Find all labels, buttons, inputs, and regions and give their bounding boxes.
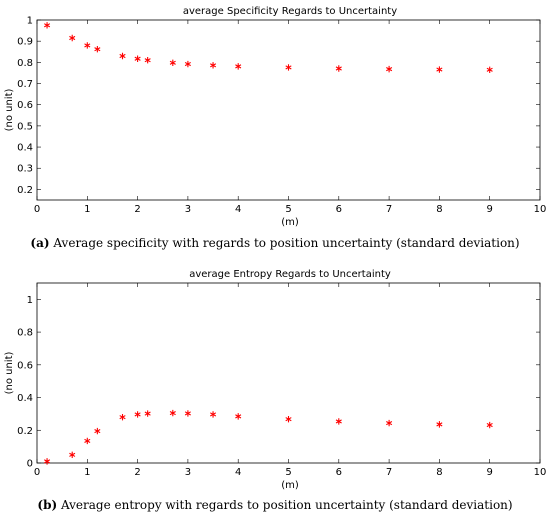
plot-title-b: average Entropy Regards to Uncertainty — [189, 269, 391, 280]
caption-label-b: (b) — [37, 498, 57, 512]
data-point — [134, 55, 141, 62]
x-tick-label: 2 — [134, 204, 140, 215]
x-tick-label: 3 — [185, 467, 191, 478]
y-axis-label-b: (no unit) — [4, 351, 15, 394]
y-tick-label: 0.6 — [17, 360, 33, 371]
y-tick-label: 1 — [27, 295, 33, 306]
y-tick-label: 0.8 — [17, 328, 33, 339]
y-tick-label: 0.6 — [17, 100, 33, 111]
plot-title-a: average Specificity Regards to Uncertain… — [183, 6, 397, 17]
caption-label-a: (a) — [30, 236, 49, 250]
x-tick-label: 4 — [235, 467, 241, 478]
x-tick-label: 6 — [336, 467, 342, 478]
x-tick-label: 1 — [84, 467, 90, 478]
data-point — [169, 59, 176, 66]
data-series-a — [44, 22, 493, 73]
x-tick-label: 2 — [134, 467, 140, 478]
x-tick-label: 9 — [487, 204, 493, 215]
x-tick-label: 7 — [386, 467, 392, 478]
data-point — [84, 437, 91, 445]
data-point — [235, 413, 242, 420]
data-point — [386, 65, 393, 73]
caption-b: (b) Average entropy with regards to posi… — [37, 498, 512, 512]
x-axis-a: 0 1 2 3 4 5 6 7 8 9 10 — [34, 20, 547, 215]
data-point — [69, 451, 76, 459]
y-tick-label: 0.3 — [17, 164, 33, 175]
x-tick-label: 8 — [436, 204, 442, 215]
x-axis-label-a: (m) — [281, 217, 299, 228]
data-point — [486, 66, 493, 73]
data-point — [169, 409, 176, 417]
y-axis-a: 0.2 0.3 0.4 0.5 0.6 0.7 0.8 0.9 1 — [17, 16, 540, 196]
plot-frame-a — [36, 19, 541, 201]
x-tick-label: 10 — [534, 467, 547, 478]
data-point — [119, 52, 126, 60]
x-tick-label: 6 — [336, 204, 342, 215]
data-point — [285, 415, 292, 423]
y-tick-label: 1 — [27, 16, 33, 27]
y-tick-label: 0.7 — [17, 79, 33, 90]
data-point — [144, 410, 151, 417]
y-tick-label: 0.8 — [17, 58, 33, 69]
x-tick-label: 5 — [285, 204, 291, 215]
data-point — [386, 419, 393, 427]
x-tick-label: 0 — [34, 467, 40, 478]
data-point — [335, 418, 342, 425]
y-tick-label: 0.2 — [17, 185, 33, 196]
data-point — [94, 427, 101, 435]
data-point — [436, 66, 443, 73]
caption-text-b: Average entropy with regards to position… — [57, 498, 512, 512]
plot-frame-b — [36, 282, 541, 464]
x-tick-label: 0 — [34, 204, 40, 215]
x-axis-b: 0 1 2 3 4 5 6 7 8 9 10 — [34, 283, 547, 478]
data-point — [436, 421, 443, 428]
data-point — [209, 62, 217, 69]
y-tick-label: 0.2 — [17, 426, 33, 437]
data-point — [184, 410, 191, 417]
x-tick-label: 1 — [84, 204, 90, 215]
data-point — [144, 57, 151, 64]
y-tick-label: 0.9 — [17, 37, 33, 48]
data-point — [94, 46, 101, 53]
x-tick-label: 5 — [285, 467, 291, 478]
panel-b: average Entropy Regards to Uncertainty 0… — [4, 269, 546, 512]
data-point — [285, 64, 292, 71]
data-point — [335, 65, 342, 72]
data-point — [84, 42, 91, 49]
x-tick-label: 10 — [534, 204, 547, 215]
data-point — [44, 458, 51, 465]
y-tick-label: 0 — [27, 459, 33, 470]
y-tick-label: 0.4 — [17, 143, 33, 154]
y-axis-b: 0 0.2 0.4 0.6 0.8 1 — [17, 295, 540, 470]
x-tick-label: 4 — [235, 204, 241, 215]
x-axis-label-b: (m) — [281, 480, 299, 491]
data-point — [209, 411, 217, 418]
x-tick-label: 9 — [487, 467, 493, 478]
data-point — [134, 411, 141, 418]
data-point — [184, 60, 191, 68]
y-axis-label-a: (no unit) — [4, 88, 15, 131]
x-tick-label: 7 — [386, 204, 392, 215]
data-point — [69, 34, 76, 42]
data-point — [486, 421, 493, 429]
y-tick-label: 0.4 — [17, 393, 33, 404]
panel-a: average Specificity Regards to Uncertain… — [4, 6, 546, 250]
data-point — [119, 413, 126, 421]
data-series-b — [44, 409, 493, 465]
data-point — [235, 63, 242, 70]
y-tick-label: 0.5 — [17, 121, 33, 132]
data-point — [44, 22, 51, 29]
caption-a: (a) Average specificity with regards to … — [30, 236, 519, 250]
x-tick-label: 8 — [436, 467, 442, 478]
x-tick-label: 3 — [185, 204, 191, 215]
caption-text-a: Average specificity with regards to posi… — [50, 236, 520, 250]
